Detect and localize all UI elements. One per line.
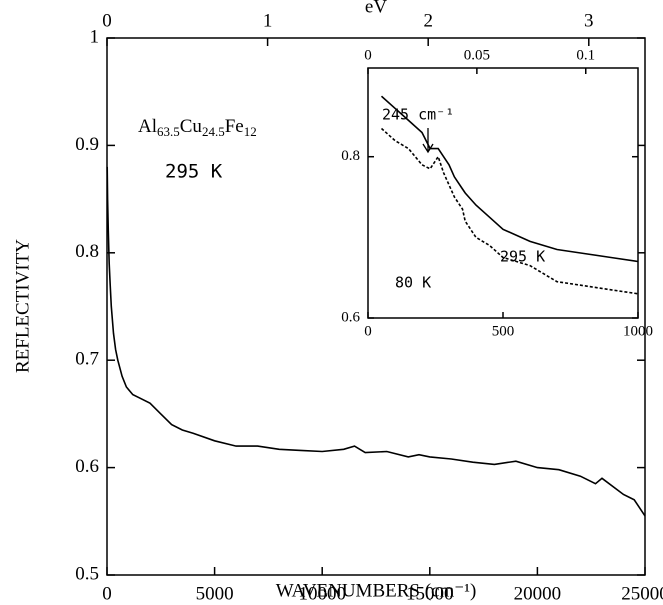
y-tick-label: 1: [90, 26, 100, 47]
y-tick-label: 0.7: [75, 349, 99, 370]
temperature: 295 K: [165, 161, 223, 183]
x-tick-label: 5000: [196, 583, 234, 604]
x2-tick-label: 1: [263, 10, 273, 31]
peak-arrow: [422, 128, 434, 154]
x-tick-label: 0: [102, 583, 112, 604]
x-tick-label: 500: [492, 323, 515, 339]
x-tick-label: 1000: [623, 323, 653, 339]
x-tick-label: 0: [364, 323, 372, 339]
x-tick-label: 20000: [514, 583, 562, 604]
y-tick-label: 0.6: [75, 456, 99, 477]
formula-element: Fe: [225, 116, 244, 137]
series-label: 80 K: [395, 274, 431, 292]
x-tick-label: 10000: [298, 583, 346, 604]
y-tick-label: 0.6: [341, 309, 360, 325]
x2-tick-label: 0.1: [576, 47, 595, 63]
data-line: [380, 95, 639, 263]
formula: Al63.5Cu24.5Fe12: [138, 116, 257, 139]
y-tick-label: 0.9: [75, 134, 99, 155]
plot-frame: [367, 67, 639, 319]
x2-axis-title: eV: [365, 0, 387, 17]
x-axis-title: WAVENUMBERS (cm⁻¹): [276, 580, 477, 601]
y-tick-label: 0.8: [75, 241, 99, 262]
x2-tick-label: 0: [102, 10, 112, 31]
peak-label: 245 cm⁻¹: [382, 106, 454, 124]
formula-subscript: 63.5: [157, 124, 180, 139]
y-axis-title: REFLECTIVITY: [12, 239, 33, 373]
series-label: 295 K: [500, 248, 545, 266]
formula-element: Al: [138, 116, 157, 137]
x2-tick-label: 0: [364, 47, 372, 63]
data-line: [380, 127, 639, 295]
y-tick-label: 0.8: [341, 148, 360, 164]
x2-tick-label: 0.05: [464, 47, 490, 63]
x2-tick-label: 2: [423, 10, 433, 31]
data-line: [106, 166, 646, 517]
y-tick-label: 0.5: [75, 563, 99, 584]
x2-tick-label: 3: [584, 10, 594, 31]
formula-element: Cu: [180, 116, 203, 137]
formula-subscript: 24.5: [202, 124, 225, 139]
formula-subscript: 12: [244, 124, 257, 139]
x-tick-label: 15000: [406, 583, 454, 604]
